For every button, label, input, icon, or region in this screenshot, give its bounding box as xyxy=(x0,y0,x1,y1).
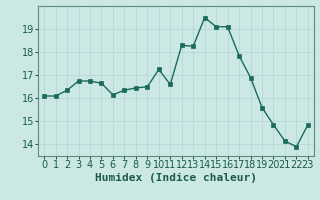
X-axis label: Humidex (Indice chaleur): Humidex (Indice chaleur) xyxy=(95,173,257,183)
